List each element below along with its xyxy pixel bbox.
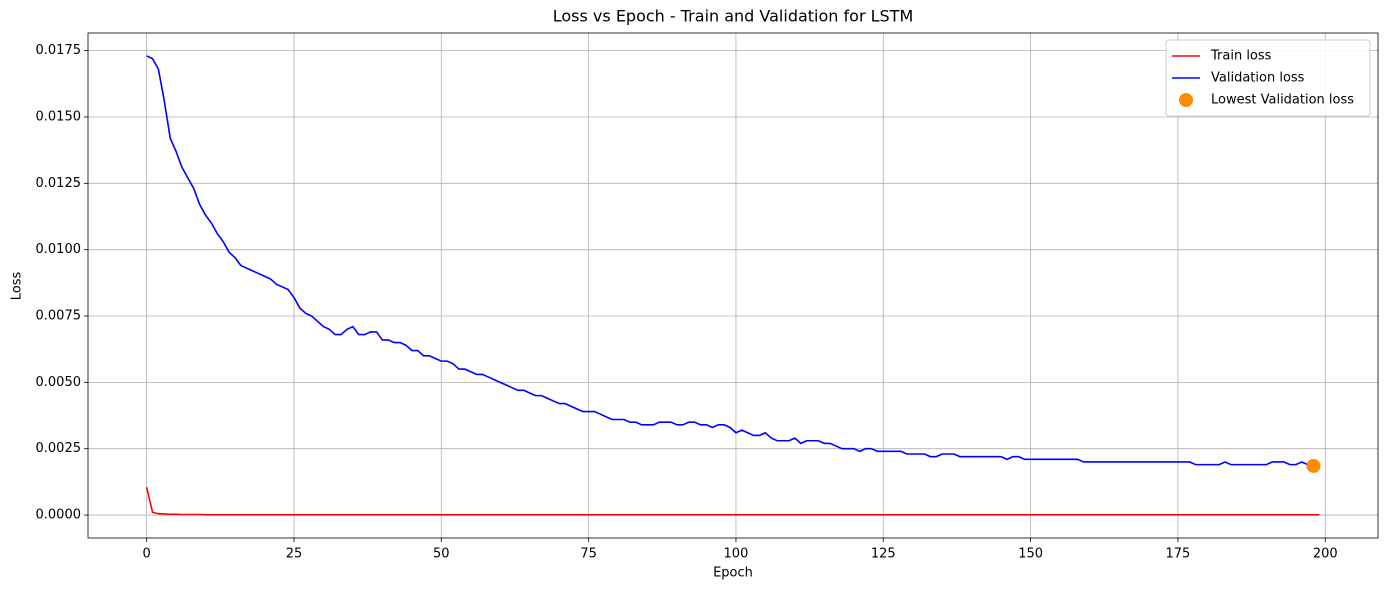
y-tick-label: 0.0025 <box>36 441 82 456</box>
plot-frame <box>87 32 1379 539</box>
point <box>1306 458 1321 473</box>
y-tick-label: 0.0150 <box>36 109 82 124</box>
y-axis-label: Loss <box>10 272 25 301</box>
legend-marker <box>1179 93 1193 107</box>
x-tick-label: 100 <box>724 547 749 562</box>
x-tick-label: 0 <box>142 547 150 562</box>
y-tick-label: 0.0100 <box>36 242 82 257</box>
y-tick-label: 0.0075 <box>36 309 82 324</box>
x-tick-label: 50 <box>433 547 450 562</box>
line <box>146 55 1320 467</box>
x-tick-label: 125 <box>871 547 896 562</box>
legend: Train loss Validation loss Lowest Validati… <box>1165 39 1371 117</box>
line <box>145 486 1320 516</box>
y-tick-label: 0.0050 <box>36 375 82 390</box>
x-tick-label: 25 <box>286 547 303 562</box>
legend-label: Lowest Validation loss <box>1211 93 1354 108</box>
legend-label: Validation loss <box>1211 71 1305 86</box>
chart-title: Loss vs Epoch - Train and Validation for… <box>553 7 914 26</box>
y-tick-label: 0.0125 <box>36 176 82 191</box>
x-tick-label: 150 <box>1018 547 1043 562</box>
y-tick-label: 0.0175 <box>36 43 82 58</box>
x-axis-label: Epoch <box>713 566 753 581</box>
x-tick-label: 75 <box>580 547 597 562</box>
legend-label: Train loss <box>1210 49 1272 64</box>
x-tick-label: 200 <box>1313 547 1338 562</box>
y-tick-label: 0.0000 <box>36 508 82 523</box>
legend-box <box>1165 39 1371 117</box>
x-tick-label: 175 <box>1166 547 1191 562</box>
